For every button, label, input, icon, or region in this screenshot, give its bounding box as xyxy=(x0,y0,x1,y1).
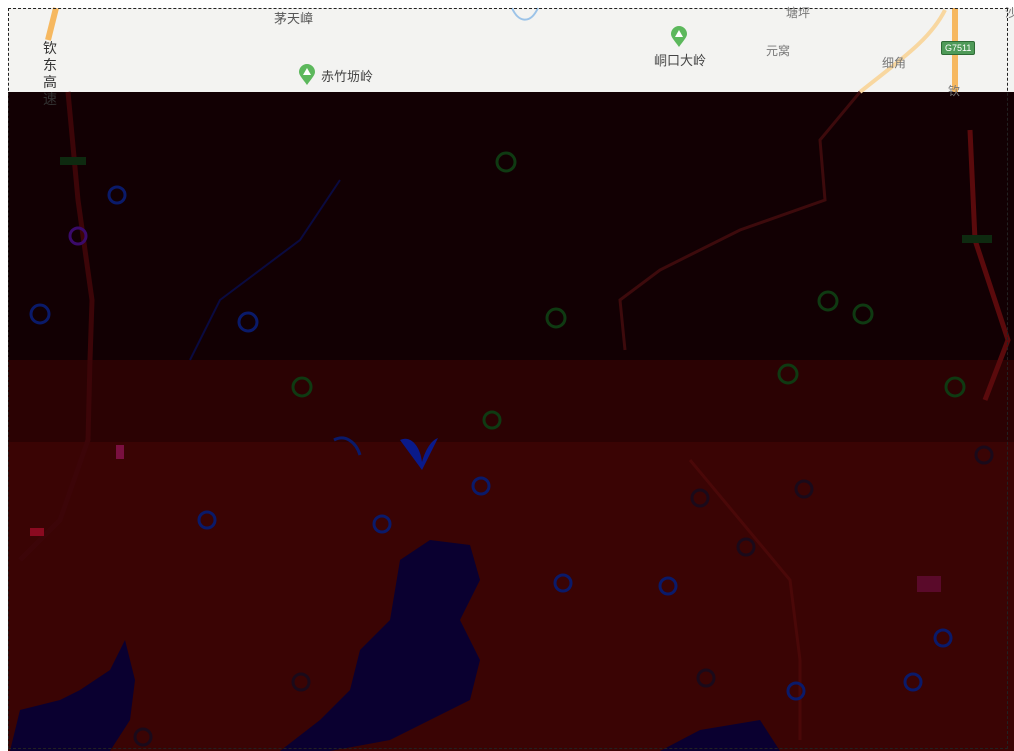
poi-red xyxy=(30,528,44,536)
marker-dark[interactable] xyxy=(133,727,153,747)
marker-blue[interactable] xyxy=(107,185,127,205)
lake-south xyxy=(660,720,780,751)
lake xyxy=(280,540,480,751)
marker-green[interactable] xyxy=(495,151,517,173)
label-chizhu: 赤竹坜岭 xyxy=(321,68,374,84)
shield-dark-right xyxy=(962,235,992,243)
label-bottom-cut: 钦 xyxy=(948,84,961,98)
label-dongkou: 峒口大岭 xyxy=(654,53,707,68)
marker-green[interactable] xyxy=(291,376,313,398)
marker-blue-arrow[interactable] xyxy=(400,438,438,470)
road-secondary xyxy=(858,9,947,94)
marker-blue-partial xyxy=(333,436,362,456)
label-xijiao: 细角 xyxy=(882,56,907,70)
marker-green[interactable] xyxy=(482,410,502,430)
road-dark-right xyxy=(967,129,1011,401)
mountain-pin-icon xyxy=(299,64,315,85)
road-dark-left xyxy=(18,91,95,562)
river-top xyxy=(511,7,539,21)
poi-pink-right xyxy=(917,576,941,592)
marker-dark[interactable] xyxy=(690,488,710,508)
label-highway-vertical: 钦东高速 xyxy=(43,40,57,107)
lake-west xyxy=(10,640,135,751)
marker-dark[interactable] xyxy=(974,445,994,465)
marker-blue[interactable] xyxy=(29,303,51,325)
map-tile-light xyxy=(8,8,1014,92)
label-right-cut: 沙 xyxy=(1005,6,1014,20)
marker-blue[interactable] xyxy=(372,514,392,534)
marker-green[interactable] xyxy=(545,307,567,329)
marker-blue[interactable] xyxy=(553,573,573,593)
poi-pink xyxy=(116,445,124,459)
marker-dark[interactable] xyxy=(291,672,311,692)
road-highway-left xyxy=(45,7,59,41)
marker-green[interactable] xyxy=(944,376,966,398)
road-dark-mid xyxy=(618,91,862,351)
marker-dark[interactable] xyxy=(736,537,756,557)
label-yuanwo: 元窝 xyxy=(766,44,791,58)
marker-purple[interactable] xyxy=(68,226,88,246)
mountain-pin-icon xyxy=(671,26,687,47)
marker-blue[interactable] xyxy=(237,311,259,333)
marker-green[interactable] xyxy=(777,363,799,385)
road-dark-lower xyxy=(688,459,802,740)
map-tile-dark-2 xyxy=(8,360,1014,442)
marker-blue[interactable] xyxy=(903,672,923,692)
marker-green[interactable] xyxy=(817,290,839,312)
label-top-cut: 塘坪 xyxy=(786,6,811,20)
shield-dark-left xyxy=(60,157,86,165)
map-tile-dark-1 xyxy=(8,92,1014,360)
map-tile-dark-3 xyxy=(8,442,1014,751)
marker-blue[interactable] xyxy=(786,681,806,701)
marker-blue[interactable] xyxy=(197,510,217,530)
label-maotian: 茅天嶂 xyxy=(274,11,314,26)
marker-blue[interactable] xyxy=(658,576,678,596)
poi-dongkou[interactable] xyxy=(670,26,688,53)
marker-blue[interactable] xyxy=(471,476,491,496)
highway-shield-icon: G7511 xyxy=(941,41,976,55)
poi-chizhu[interactable]: 赤竹坜岭 xyxy=(298,64,373,86)
marker-green[interactable] xyxy=(852,303,874,325)
marker-blue[interactable] xyxy=(933,628,953,648)
river-dark xyxy=(189,179,341,361)
marker-dark[interactable] xyxy=(696,668,716,688)
marker-dark[interactable] xyxy=(794,479,814,499)
